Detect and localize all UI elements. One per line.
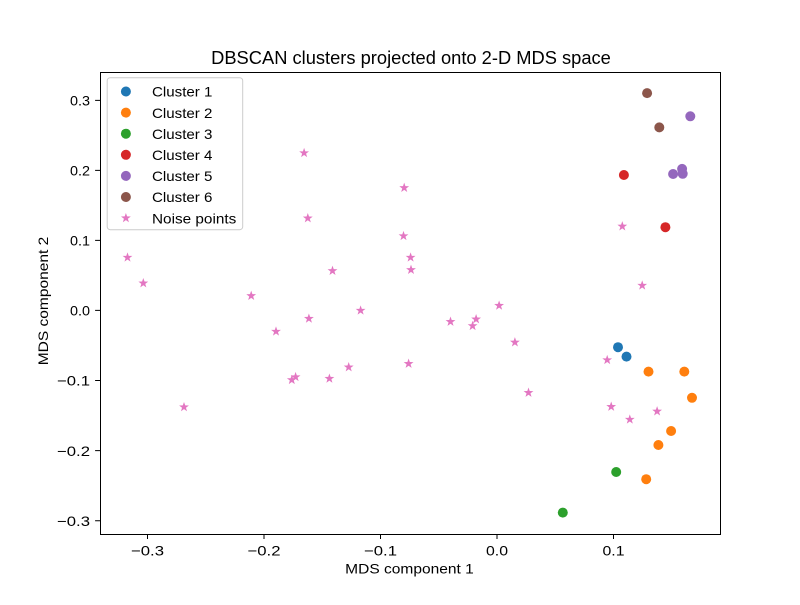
svg-text:Cluster 6: Cluster 6 [152, 189, 213, 205]
svg-text:0.3: 0.3 [70, 93, 90, 109]
svg-text:Cluster 4: Cluster 4 [152, 147, 213, 163]
svg-text:0.0: 0.0 [486, 542, 508, 558]
svg-text:−0.2: −0.2 [57, 443, 90, 459]
svg-text:0.1: 0.1 [603, 542, 625, 558]
svg-text:Cluster 1: Cluster 1 [152, 84, 213, 100]
svg-text:Cluster 5: Cluster 5 [152, 168, 213, 184]
svg-text:0.0: 0.0 [70, 303, 90, 319]
svg-text:Noise points: Noise points [152, 210, 236, 226]
svg-text:−0.2: −0.2 [248, 542, 281, 558]
svg-text:−0.3: −0.3 [57, 513, 90, 529]
svg-text:−0.1: −0.1 [57, 373, 90, 389]
svg-text:MDS component 1: MDS component 1 [345, 560, 474, 576]
svg-text:−0.3: −0.3 [131, 542, 164, 558]
svg-text:DBSCAN clusters projected onto: DBSCAN clusters projected onto 2-D MDS s… [211, 47, 611, 68]
svg-text:Cluster 2: Cluster 2 [152, 105, 213, 121]
svg-text:0.2: 0.2 [70, 163, 90, 179]
svg-text:Cluster 3: Cluster 3 [152, 126, 213, 142]
svg-text:0.1: 0.1 [70, 233, 90, 249]
svg-text:MDS component 2: MDS component 2 [35, 236, 51, 365]
svg-text:−0.1: −0.1 [364, 542, 397, 558]
